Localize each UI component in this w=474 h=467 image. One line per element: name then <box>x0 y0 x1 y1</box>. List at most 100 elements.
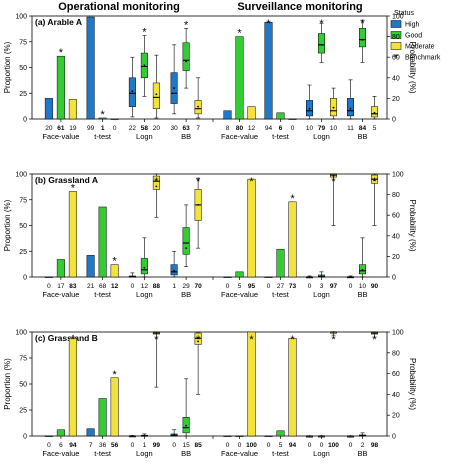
bar-high <box>86 255 95 278</box>
box-mean <box>373 179 376 182</box>
bar-moderate <box>110 118 119 120</box>
count-label: 29 <box>183 283 191 290</box>
right-y-tick-label: 100 <box>392 330 404 337</box>
count-label: 30 <box>171 125 179 132</box>
count-label: 99 <box>153 442 161 449</box>
bar-moderate <box>288 337 297 437</box>
box-mean <box>197 340 200 343</box>
group-label: Logn <box>136 449 153 458</box>
group-label: Face-value <box>221 290 258 299</box>
box-moderate <box>152 82 160 109</box>
benchmark-star: * <box>184 19 189 31</box>
box-good <box>140 258 148 275</box>
count-label: 70 <box>195 283 203 290</box>
box-mean <box>332 331 335 333</box>
right-y-tick-label: 80 <box>392 192 400 199</box>
count-label: 98 <box>371 442 379 449</box>
y-tick-label: 50 <box>19 223 27 230</box>
legend-swatch-high <box>390 20 402 28</box>
count-label: 100 <box>246 442 257 449</box>
bar-good <box>56 55 65 120</box>
right-y-tick-label: 20 <box>392 413 400 420</box>
right-y-tick-label: 100 <box>392 14 404 21</box>
benchmark-star: * <box>372 334 377 346</box>
count-label: 97 <box>330 283 338 290</box>
count-label: 0 <box>226 442 230 449</box>
panel-label: (c) Grassland B <box>35 333 98 343</box>
box-high <box>170 264 178 276</box>
y-tick-label: 75 <box>19 39 27 46</box>
box-high <box>347 98 354 117</box>
bar-moderate <box>68 337 77 437</box>
bar-good <box>56 259 65 278</box>
bar-high <box>86 428 95 437</box>
group-label: Logn <box>136 290 153 299</box>
box-mean <box>173 87 176 89</box>
column-title-surveillance: Surveillance monitoring <box>237 1 362 13</box>
count-label: 84 <box>359 125 367 132</box>
box-mean <box>349 435 352 437</box>
bar-high <box>264 276 273 278</box>
bar-high <box>223 435 232 437</box>
bar-moderate <box>288 118 297 120</box>
box-mean <box>373 111 376 114</box>
count-label: 12 <box>141 283 149 290</box>
box-mean <box>373 332 376 334</box>
count-label: 11 <box>347 125 354 132</box>
y-tick-label: 0 <box>23 275 27 282</box>
right-y-tick-label: 40 <box>392 392 400 399</box>
benchmark-star: * <box>100 109 105 121</box>
count-label: 0 <box>349 442 353 449</box>
box-mean <box>332 175 335 177</box>
box-mean <box>185 424 188 427</box>
count-label: 0 <box>131 283 135 290</box>
count-label: 94 <box>289 442 297 449</box>
box-mean <box>155 332 158 334</box>
count-label: 0 <box>131 442 135 449</box>
right-y-tick-label: 0 <box>392 275 396 282</box>
group-label: t-test <box>272 449 290 458</box>
count-label: 83 <box>69 283 77 290</box>
right-y-tick-label: 80 <box>392 34 400 41</box>
box-mean <box>308 107 311 110</box>
right-y-tick-label: 0 <box>392 117 396 124</box>
count-label: 10 <box>359 283 367 290</box>
y-axis-label-right: Probability (%) <box>408 41 417 93</box>
right-y-tick-label: 40 <box>392 233 400 240</box>
benchmark-star: * <box>319 18 324 30</box>
bar-moderate <box>110 377 119 437</box>
y-tick-label: 0 <box>23 117 27 124</box>
benchmark-star: * <box>196 334 201 346</box>
count-label: 0 <box>172 442 176 449</box>
bar-high <box>86 16 95 120</box>
legend-title: Status <box>394 10 414 17</box>
bar-good <box>56 429 65 437</box>
right-y-tick-label: 20 <box>392 96 400 103</box>
column-title-operational: Operational monitoring <box>58 1 180 13</box>
y-tick-label: 100 <box>15 330 27 337</box>
count-label: 85 <box>195 442 203 449</box>
count-label: 94 <box>265 125 273 132</box>
count-label: 27 <box>277 283 285 290</box>
y-axis-label-right: Probability (%) <box>408 199 417 251</box>
benchmark-star: * <box>59 47 64 59</box>
group-label: BB <box>357 290 367 299</box>
box-mean <box>320 435 323 437</box>
panel-label: (a) Arable A <box>35 17 82 27</box>
bar-moderate <box>68 99 77 120</box>
bar-good <box>276 248 285 278</box>
count-label: 1 <box>101 125 105 132</box>
count-label: 36 <box>99 442 107 449</box>
benchmark-star: * <box>237 28 242 40</box>
bar-good <box>276 112 285 120</box>
count-label: 61 <box>57 125 65 132</box>
count-label: 79 <box>318 125 326 132</box>
group-label: t-test <box>94 449 112 458</box>
count-label: 0 <box>267 442 271 449</box>
group-label: Face-value <box>221 449 258 458</box>
count-label: 0 <box>113 125 117 132</box>
box-moderate <box>371 106 378 118</box>
count-label: 0 <box>47 442 51 449</box>
box-mean <box>131 275 134 278</box>
count-label: 0 <box>349 283 353 290</box>
